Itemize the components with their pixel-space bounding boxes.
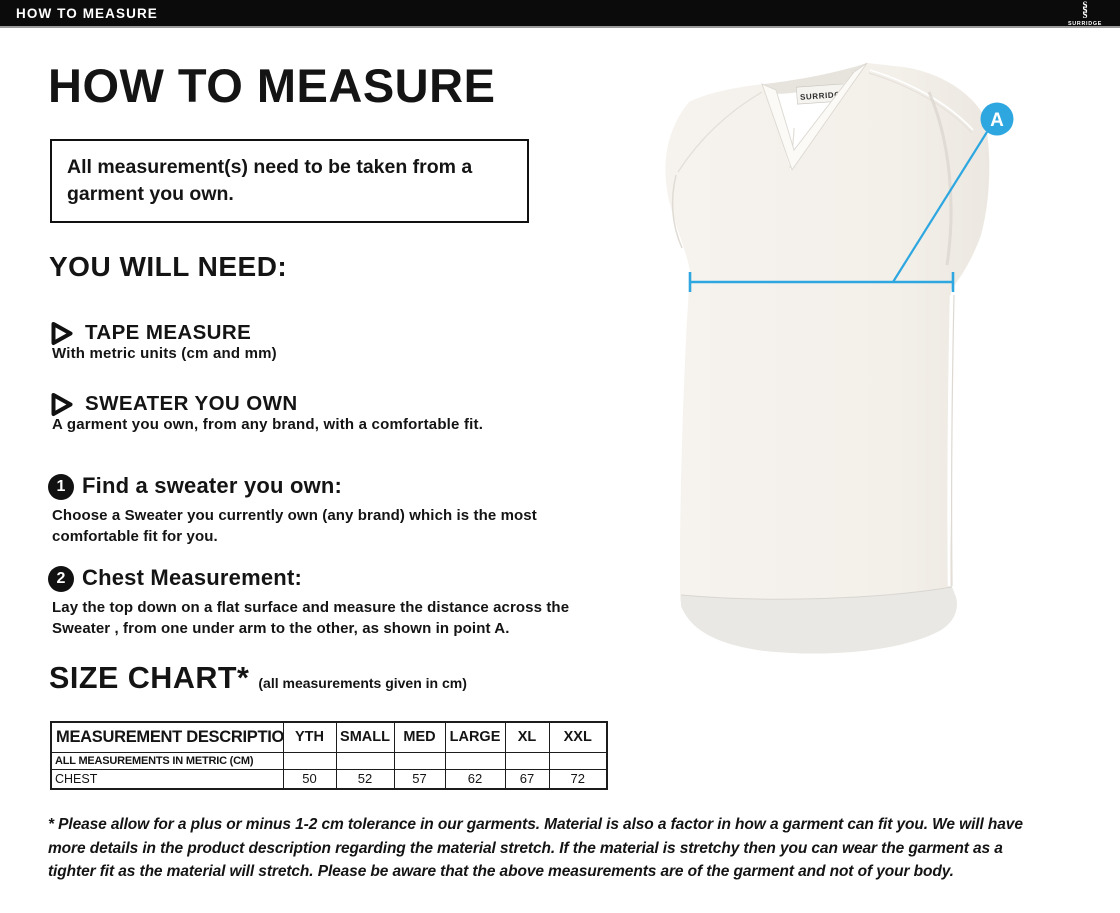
footnote-line: * Please allow for a plus or minus 1-2 c… [48, 816, 1023, 833]
left-raglan-seam [677, 91, 763, 173]
surridge-logo-icon: S S S SURRIDGE [1068, 0, 1102, 26]
chest-row-label: CHEST [50, 768, 284, 790]
step-1-badge: 1 [48, 474, 74, 500]
inner-collar-panel [764, 63, 867, 94]
side-piping-shadow [951, 294, 955, 587]
col-header-small: SMALL [335, 721, 395, 753]
need-item-sweater-desc: A garment you own, from any brand, with … [52, 416, 484, 433]
svg-text:S: S [1082, 5, 1087, 15]
unit-row-label: ALL MEASUREMENTS IN METRIC (CM) [50, 751, 284, 770]
col-header-yth: YTH [282, 721, 337, 753]
hem-top-seam [680, 586, 953, 600]
footnote-line: tighter fit as the material will stretch… [48, 863, 954, 880]
chest-small: 52 [335, 768, 395, 790]
step-1-title: Find a sweater you own: [82, 473, 343, 498]
step-2-badge: 2 [48, 566, 74, 592]
play-triangle-icon [51, 393, 73, 416]
col-header-med: MED [393, 721, 446, 753]
top-bar: HOW TO MEASURE S S S SURRIDGE [0, 0, 1120, 28]
size-chart-table: MEASUREMENT DESCRIPTION YTH SMALL MED LA… [50, 721, 608, 790]
col-header-xxl: XXL [548, 721, 608, 753]
sweater-diagram: SURRIDGE A [665, 62, 1014, 654]
chest-xxl: 72 [548, 768, 608, 790]
size-chart-heading-row: SIZE CHART* (all measurements given in cm… [49, 661, 467, 696]
svg-text:S: S [1082, 10, 1087, 20]
you-will-need-heading: YOU WILL NEED: [49, 251, 288, 282]
need-item-tape-measure-desc: With metric units (cm and mm) [52, 345, 277, 362]
chest-med: 57 [393, 768, 446, 790]
hem-band [681, 587, 957, 654]
table-header-row: MEASUREMENT DESCRIPTION YTH SMALL MED LA… [50, 721, 608, 753]
step-1-description: Choose a Sweater you currently own (any … [52, 507, 537, 545]
col-header-large: LARGE [444, 721, 506, 753]
play-triangle-icon [51, 322, 73, 345]
svg-text:SURRIDGE: SURRIDGE [1068, 21, 1102, 26]
sweater-body [665, 63, 990, 654]
col-header-description: MEASUREMENT DESCRIPTION [50, 721, 284, 753]
notice-box: All measurement(s) need to be taken from… [50, 139, 529, 223]
point-a-marker [980, 102, 1014, 136]
collar-band [761, 62, 868, 171]
chest-xl: 67 [504, 768, 550, 790]
table-row: ALL MEASUREMENTS IN METRIC (CM) [50, 751, 608, 770]
right-armhole-shadow [927, 91, 953, 266]
left-armhole-crease [671, 174, 683, 249]
step-2-title: Chest Measurement: [82, 565, 302, 590]
svg-text:S: S [1082, 0, 1087, 10]
step-2-description: Lay the top down on a flat surface and m… [52, 599, 570, 637]
col-header-xl: XL [504, 721, 550, 753]
point-a-label: A [990, 110, 1004, 131]
page-title: HOW TO MEASURE [48, 59, 496, 112]
table-row: CHEST 50 52 57 62 67 72 [50, 768, 608, 790]
top-bar-title: HOW TO MEASURE [16, 5, 158, 21]
right-shoulder-piping [869, 69, 974, 131]
size-chart-subtitle: (all measurements given in cm) [258, 675, 467, 691]
tolerance-footnote: * Please allow for a plus or minus 1-2 c… [48, 813, 1113, 884]
side-piping [947, 294, 953, 587]
chest-large: 62 [444, 768, 506, 790]
chest-yth: 50 [282, 768, 337, 790]
right-shoulder-seam [868, 72, 973, 134]
size-chart-title: SIZE CHART* [49, 661, 250, 695]
need-item-tape-measure: TAPE MEASURE [85, 321, 252, 344]
footnote-line: more details in the product description … [48, 839, 1003, 857]
chest-measure-line [688, 131, 988, 292]
need-item-sweater: SWEATER YOU OWN [85, 392, 298, 415]
